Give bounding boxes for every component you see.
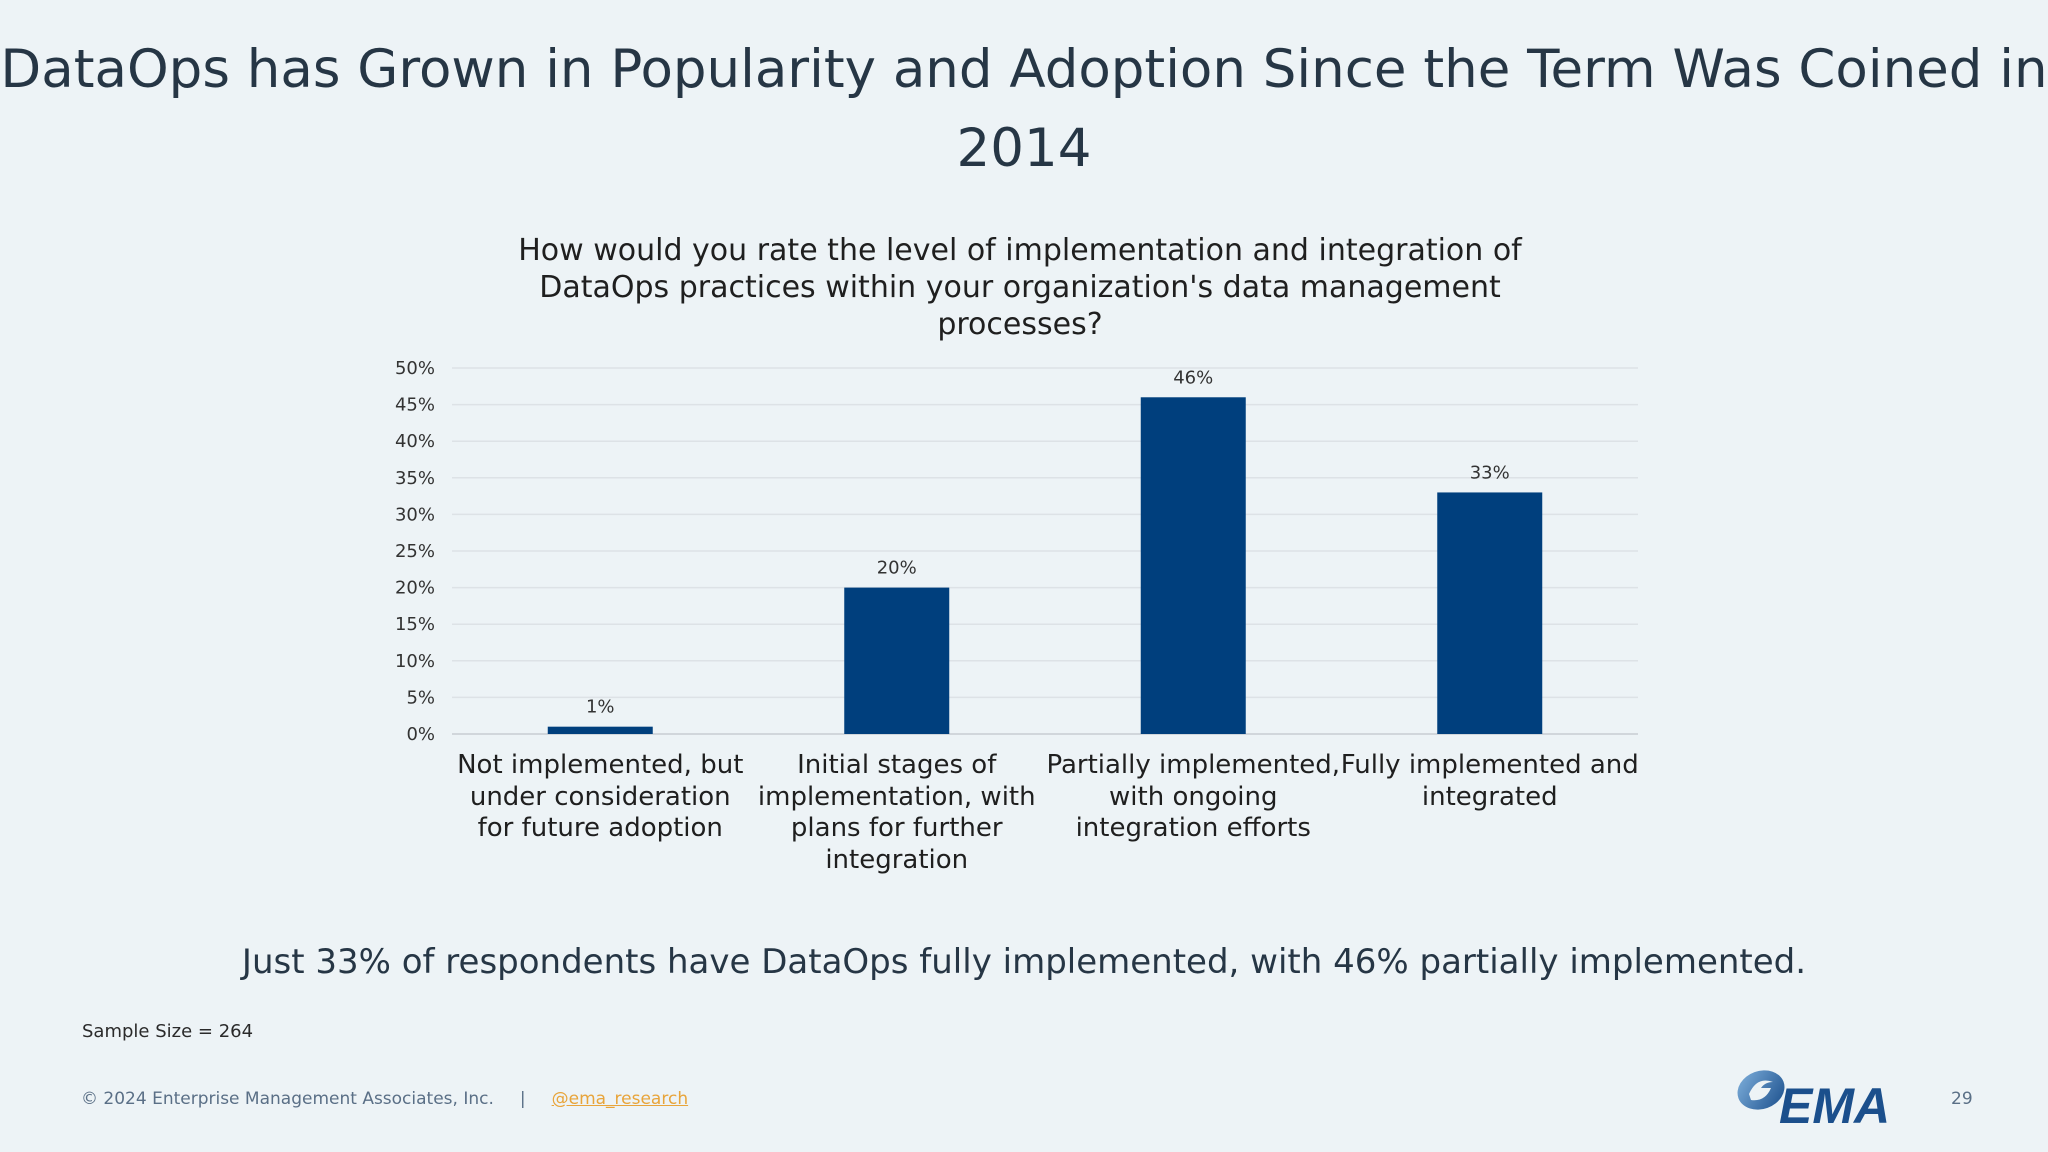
ema-logo: EMA [1735, 1068, 1915, 1134]
x-category-label: Fully implemented and integrated [1340, 750, 1639, 812]
data-label: 46% [1173, 367, 1213, 388]
twitter-handle-link[interactable]: @ema_research [551, 1089, 689, 1109]
x-category-label: Initial stages of implementation, with p… [757, 750, 1036, 875]
sample-size: Sample Size = 264 [82, 1021, 254, 1042]
y-tick-label: 30% [395, 504, 435, 525]
footer-separator: | [519, 1089, 526, 1109]
y-tick-label: 35% [395, 468, 435, 489]
slide-title: DataOps has Grown in Popularity and Adop… [0, 39, 2048, 179]
bar [547, 726, 653, 734]
footer: © 2024 Enterprise Management Associates,… [81, 1089, 688, 1109]
data-label: 20% [877, 558, 917, 579]
bar [1140, 397, 1246, 734]
takeaway-text: Just 33% of respondents have DataOps ful… [241, 942, 1807, 982]
logo-text: EMA [1779, 1078, 1890, 1126]
bar [844, 587, 950, 734]
page-number: 29 [1951, 1089, 1973, 1109]
data-label: 1% [586, 697, 615, 718]
y-tick-label: 45% [395, 395, 435, 416]
bar [1437, 492, 1543, 734]
y-tick-label: 5% [406, 687, 435, 708]
copyright: © 2024 Enterprise Management Associates,… [81, 1089, 494, 1109]
y-tick-label: 50% [395, 358, 435, 379]
y-tick-label: 15% [395, 614, 435, 635]
y-tick-label: 25% [395, 541, 435, 562]
chart-title: How would you rate the level of implemen… [518, 233, 1522, 342]
y-tick-label: 0% [406, 724, 435, 745]
x-category-label: Not implemented, but under consideration… [457, 750, 744, 843]
y-tick-label: 40% [395, 431, 435, 452]
y-tick-label: 20% [395, 578, 435, 599]
data-label: 33% [1470, 462, 1510, 483]
y-tick-label: 10% [395, 651, 435, 672]
x-category-label: Partially implemented, with ongoing inte… [1046, 750, 1341, 843]
